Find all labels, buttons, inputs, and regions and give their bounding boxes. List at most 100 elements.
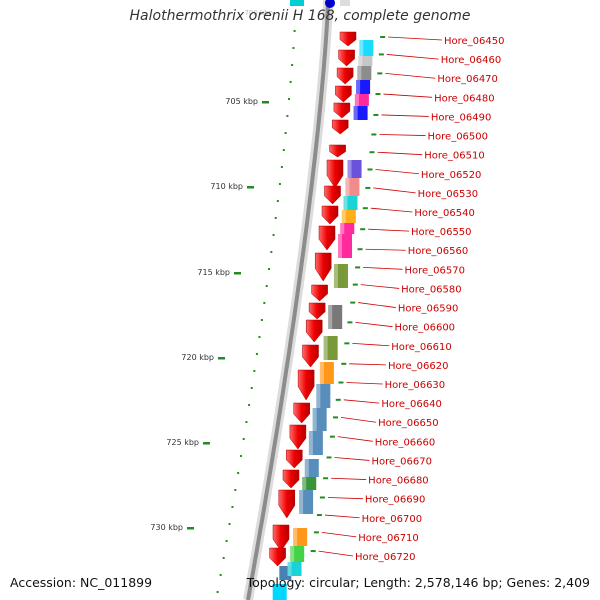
label-leader-line xyxy=(363,267,403,270)
label-leader-line xyxy=(377,151,423,156)
label-leader-line xyxy=(381,114,429,117)
gene-arrow xyxy=(339,31,357,47)
cog-color-block xyxy=(358,56,373,66)
gene-arrow xyxy=(278,489,296,519)
cog-color-block xyxy=(337,234,352,258)
scale-label: 730 kbp xyxy=(150,523,183,532)
gene-label: Hore_06630 xyxy=(385,380,446,391)
cog-block-shine xyxy=(304,459,309,477)
gene-tick xyxy=(377,72,383,75)
label-leader-line xyxy=(388,36,443,41)
scale-tick xyxy=(218,357,225,360)
label-leader-line xyxy=(365,248,406,251)
label-leader-line xyxy=(386,54,439,60)
cog-block-shine xyxy=(287,562,292,576)
gene-tick xyxy=(313,531,319,534)
scale-tick xyxy=(203,442,210,445)
scale-tick xyxy=(247,186,254,189)
label-leader-line xyxy=(373,187,416,194)
gene-arrow xyxy=(272,524,290,552)
scale-tick xyxy=(234,272,241,275)
map-title: Halothermothrix orenii H 168, complete g… xyxy=(129,8,471,24)
gene-tick xyxy=(338,381,344,384)
gene-tick xyxy=(362,207,368,210)
gene-arrow xyxy=(329,144,346,158)
gene-tick xyxy=(367,168,373,171)
cog-block-shine xyxy=(290,546,295,562)
cog-block-shine xyxy=(337,234,342,258)
cog-color-block xyxy=(357,66,372,80)
scale-dot xyxy=(268,268,271,270)
gene-tick xyxy=(365,186,371,189)
cog-color-block xyxy=(293,528,308,546)
gene-arrow xyxy=(289,424,307,450)
scale-dot xyxy=(270,251,273,253)
scale-dot xyxy=(276,200,279,202)
gene-label: Hore_06650 xyxy=(378,418,439,429)
cog-color-block xyxy=(356,80,371,94)
gene-label: Hore_06550 xyxy=(411,227,472,238)
scale-dot xyxy=(280,166,283,168)
scale-label-top: 700 kbp xyxy=(244,9,273,17)
gene-tick xyxy=(323,477,329,480)
scale-dot xyxy=(239,455,242,457)
gene-label: Hore_06520 xyxy=(421,170,482,181)
scale-label: 705 kbp xyxy=(225,97,258,106)
gene-label: Hore_06670 xyxy=(371,456,432,467)
cog-block-shine xyxy=(353,106,358,120)
cog-color-block xyxy=(333,264,348,288)
cog-color-block xyxy=(308,431,323,455)
cog-color-block xyxy=(299,490,314,514)
scale-dot xyxy=(250,387,253,389)
scale-dot xyxy=(237,472,240,474)
gene-label: Hore_06700 xyxy=(362,514,423,525)
gene-label: Hore_06470 xyxy=(437,74,498,85)
label-leader-line xyxy=(375,169,419,175)
cog-color-block xyxy=(287,562,302,576)
accession-label: Accession: NC_011899 xyxy=(10,575,153,590)
gene-arrow xyxy=(269,547,286,567)
scale-dot xyxy=(263,302,266,304)
cog-color-block xyxy=(359,40,374,56)
scale-dot xyxy=(255,353,258,355)
scale-dot xyxy=(225,540,228,542)
gene-arrow xyxy=(282,469,300,489)
scale-dot xyxy=(234,489,237,491)
cog-block-shine xyxy=(312,408,317,431)
gene-tick xyxy=(316,514,322,517)
cog-block-shine xyxy=(340,223,345,234)
gene-tick xyxy=(350,301,356,304)
cog-color-block xyxy=(351,120,366,144)
cog-block-shine xyxy=(293,528,298,546)
label-leader-line xyxy=(385,73,436,79)
gene-label: Hore_06480 xyxy=(434,93,495,104)
gene-tick xyxy=(347,321,353,324)
gene-arrow xyxy=(333,102,351,119)
gene-arrow xyxy=(324,185,341,205)
gene-arrow xyxy=(286,449,303,469)
cog-color-block xyxy=(302,477,317,490)
gene-tick xyxy=(360,228,366,231)
gene-marker-partial xyxy=(325,0,335,8)
cog-color-block xyxy=(340,223,355,234)
gene-label: Hore_06580 xyxy=(401,284,462,295)
label-leader-line xyxy=(337,436,373,442)
gene-tick xyxy=(373,113,379,116)
scale-dot xyxy=(272,234,275,236)
scale-dot xyxy=(278,183,281,185)
gene-label: Hore_06490 xyxy=(431,112,492,123)
gene-tick xyxy=(371,133,377,136)
label-leader-line xyxy=(352,342,390,347)
gene-tick xyxy=(352,283,358,286)
gene-label: Hore_06690 xyxy=(365,495,426,506)
cog-block-shine xyxy=(357,66,362,80)
gene-tick xyxy=(380,36,386,38)
label-leader-line xyxy=(346,382,383,385)
gene-tick xyxy=(369,151,375,154)
label-leader-line xyxy=(318,550,354,557)
scale-dot xyxy=(274,217,277,219)
scale-tick xyxy=(187,527,194,530)
cog-block-shine xyxy=(359,40,364,56)
cog-color-block xyxy=(319,362,334,384)
scale-dot xyxy=(228,523,231,525)
